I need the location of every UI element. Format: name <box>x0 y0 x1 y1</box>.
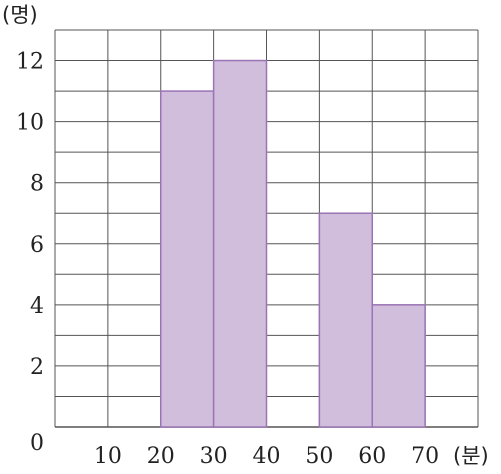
x-axis-label: (분) <box>453 444 489 468</box>
x-tick-label: 40 <box>253 444 281 469</box>
y-tick-label: 10 <box>16 111 44 136</box>
bar <box>371 304 426 428</box>
y-axis-label: (명) <box>2 3 38 27</box>
x-tick-label: 60 <box>358 444 386 469</box>
x-tick-labels: 0 10 20 30 40 50 60 70 <box>30 431 439 469</box>
y-tick-labels: 2 4 6 8 10 12 <box>16 50 44 380</box>
x-tick-label: 70 <box>411 444 439 469</box>
y-tick-label: 8 <box>30 172 44 197</box>
bar <box>212 59 268 428</box>
bar <box>318 212 373 428</box>
y-tick-label: 6 <box>30 233 44 258</box>
bar <box>160 90 215 428</box>
x-tick-label: 20 <box>147 444 175 469</box>
x-tick-label: 30 <box>200 444 228 469</box>
origin-label: 0 <box>30 431 44 456</box>
x-tick-label: 10 <box>94 444 122 469</box>
y-tick-label: 12 <box>16 50 44 75</box>
y-tick-label: 2 <box>30 355 44 380</box>
x-tick-label: 50 <box>305 444 333 469</box>
bars <box>160 59 426 428</box>
y-tick-label: 4 <box>30 294 44 319</box>
